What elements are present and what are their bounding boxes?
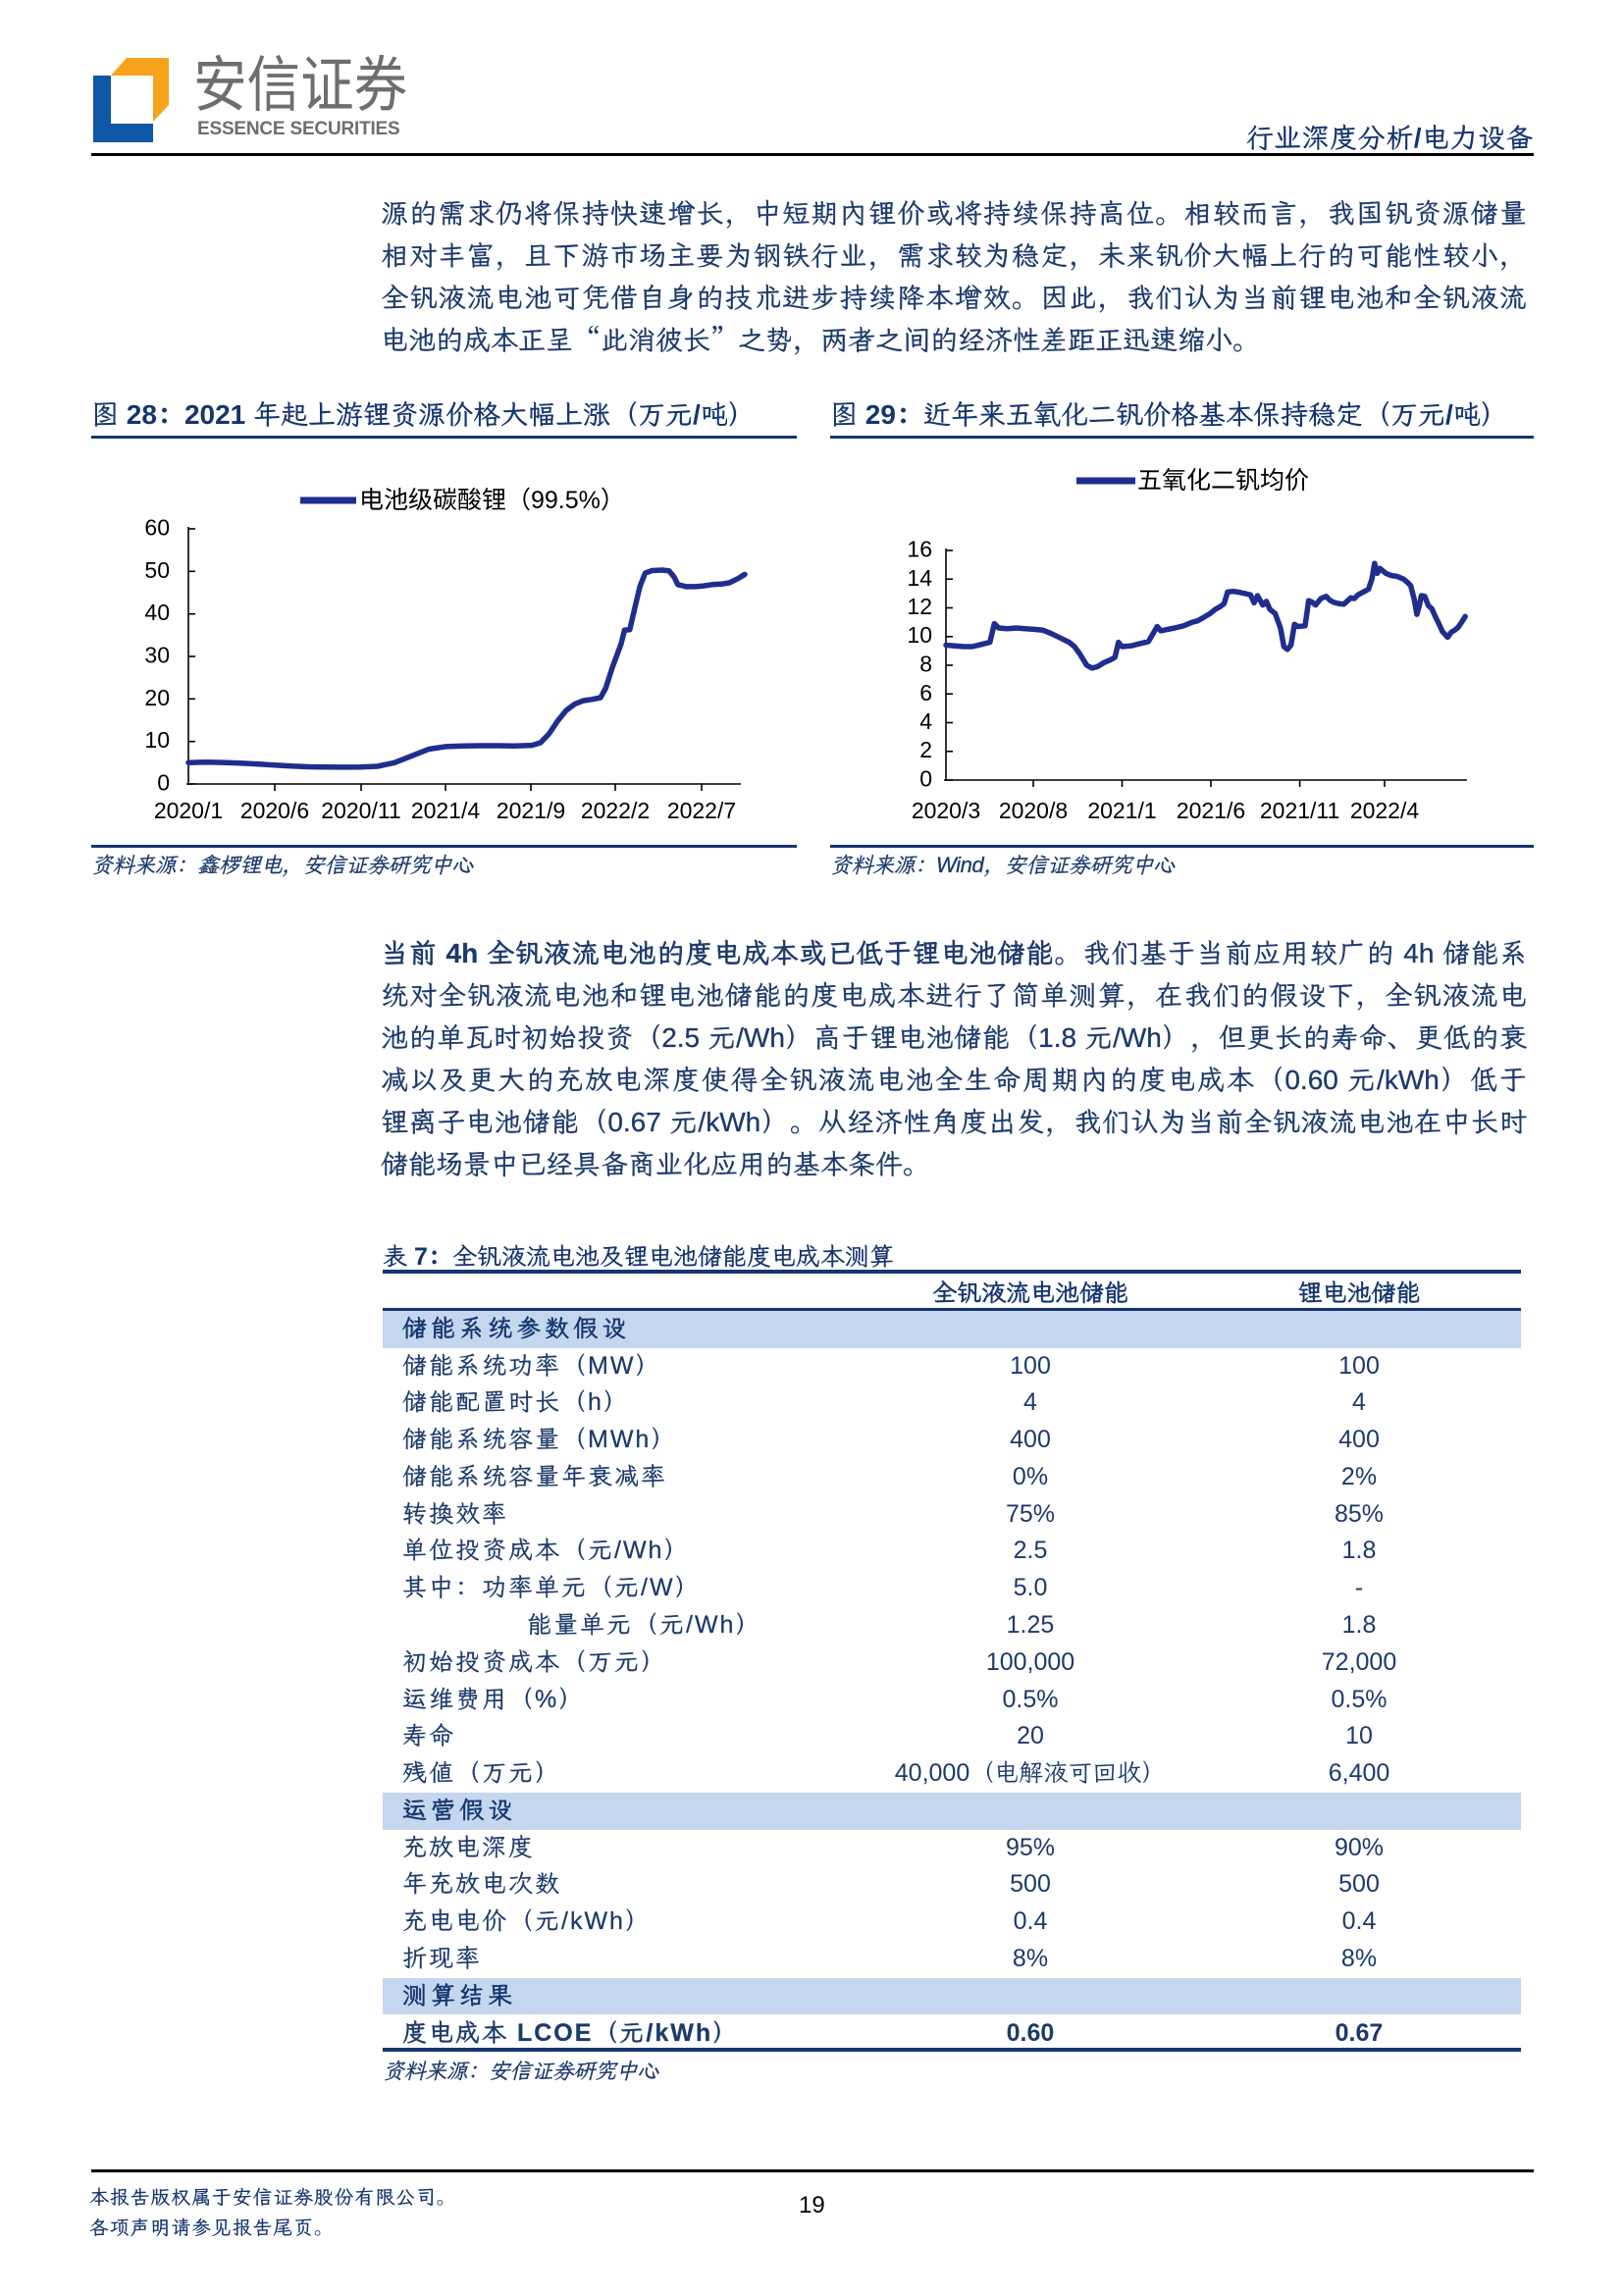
svg-text:16: 16	[907, 537, 932, 562]
svg-text:0: 0	[919, 766, 932, 792]
svg-text:4: 4	[919, 708, 932, 734]
svg-text:20: 20	[144, 685, 170, 710]
svg-text:40: 40	[144, 600, 170, 625]
svg-text:2021/9: 2021/9	[497, 798, 565, 823]
svg-text:2020/1: 2020/1	[154, 798, 223, 823]
svg-text:2021/11: 2021/11	[1260, 798, 1339, 823]
svg-text:6: 6	[919, 680, 932, 705]
svg-text:2: 2	[919, 737, 932, 762]
svg-text:2020/11: 2020/11	[321, 798, 400, 823]
svg-text:2022/4: 2022/4	[1350, 798, 1420, 823]
svg-text:50: 50	[144, 557, 170, 583]
svg-text:14: 14	[907, 565, 932, 591]
svg-text:10: 10	[907, 622, 932, 648]
svg-text:10: 10	[144, 727, 170, 753]
svg-text:12: 12	[907, 594, 932, 619]
svg-text:2020/8: 2020/8	[999, 798, 1068, 823]
svg-text:2020/6: 2020/6	[240, 798, 309, 823]
svg-text:五氧化二钒均价: 五氧化二钒均价	[1137, 467, 1309, 495]
svg-text:电池级碳酸锂（99.5%）: 电池级碳酸锂（99.5%）	[359, 487, 625, 514]
svg-text:2020/3: 2020/3	[912, 798, 980, 823]
svg-text:2021/1: 2021/1	[1087, 798, 1156, 823]
svg-text:2021/6: 2021/6	[1177, 798, 1245, 823]
svg-text:8: 8	[919, 652, 932, 677]
svg-text:60: 60	[144, 515, 170, 541]
svg-text:30: 30	[144, 643, 170, 668]
svg-text:0: 0	[157, 770, 170, 796]
svg-text:2021/4: 2021/4	[411, 798, 481, 823]
svg-text:2022/7: 2022/7	[667, 798, 736, 823]
svg-text:2022/2: 2022/2	[581, 798, 650, 823]
